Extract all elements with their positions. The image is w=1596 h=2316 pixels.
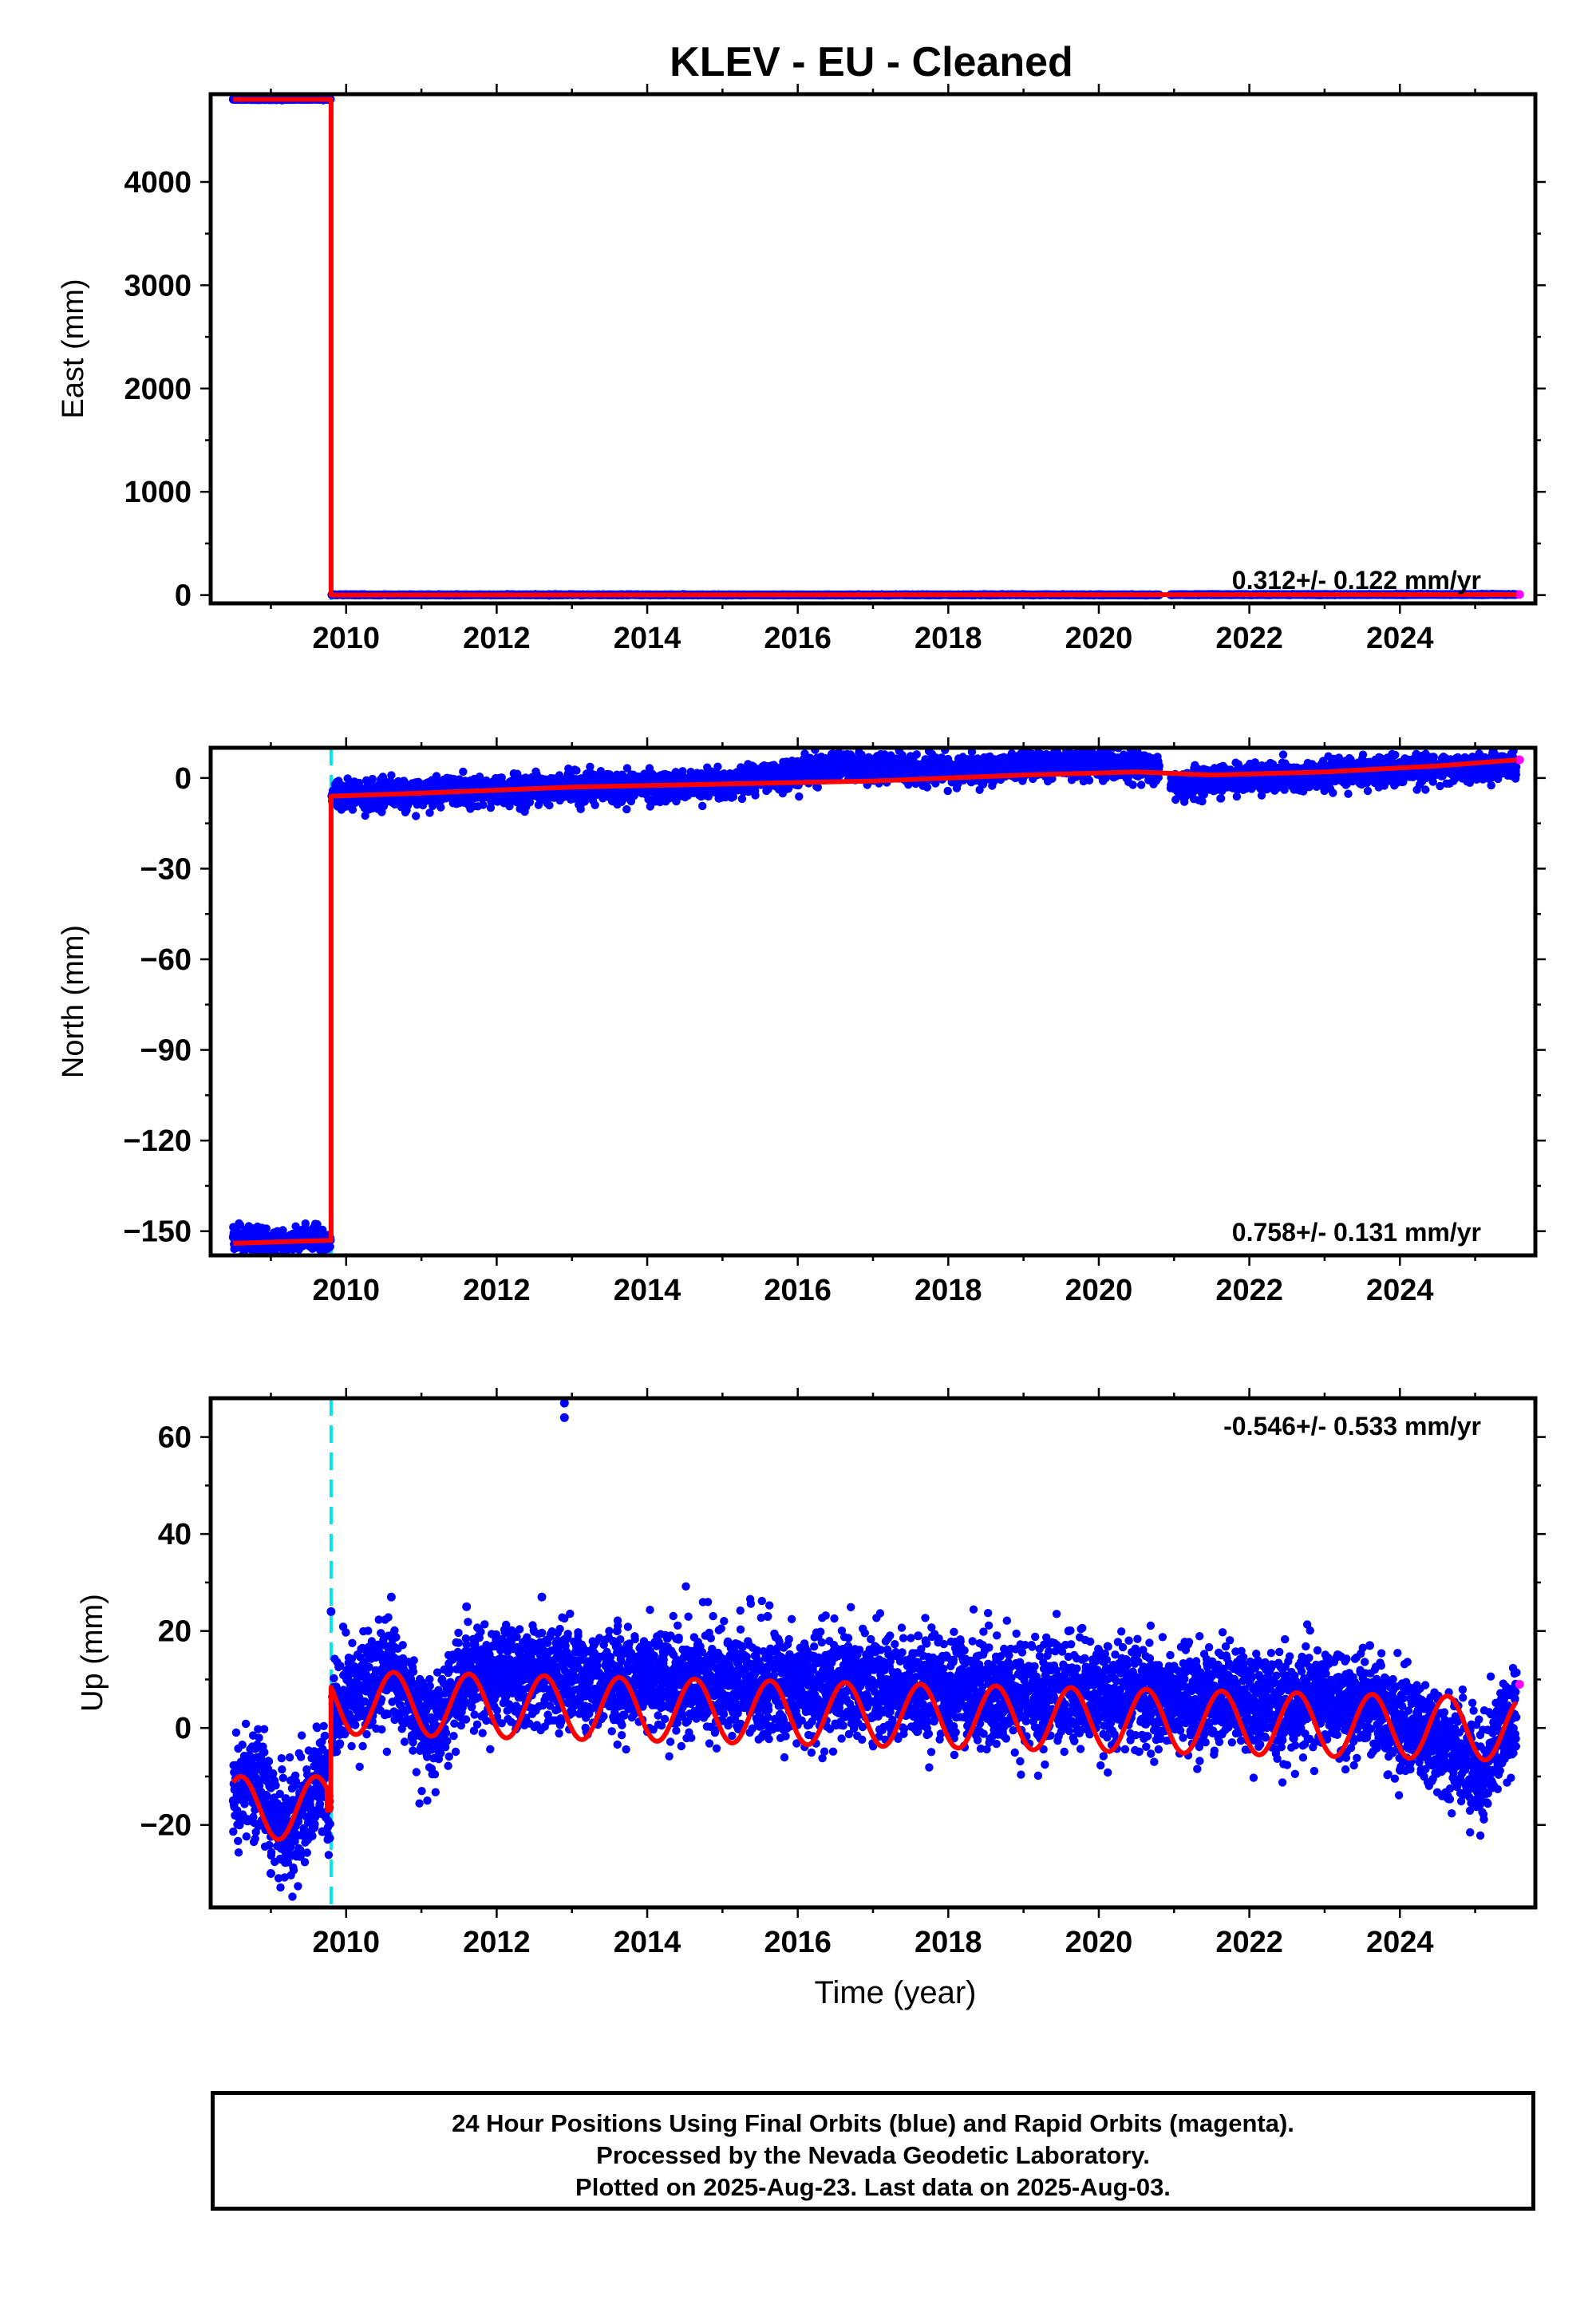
final-orbit-points [228,94,1521,600]
panel-east: 2010 2012 2014 2016 2018 2020 2022 202401000200… [57,84,1546,655]
chart-title: KLEV - EU - Cleaned [670,39,1073,85]
chart-panels: 2010 2012 2014 2016 2018 2020 2022 202401000200… [57,84,1546,2010]
plot-area [228,94,1524,603]
